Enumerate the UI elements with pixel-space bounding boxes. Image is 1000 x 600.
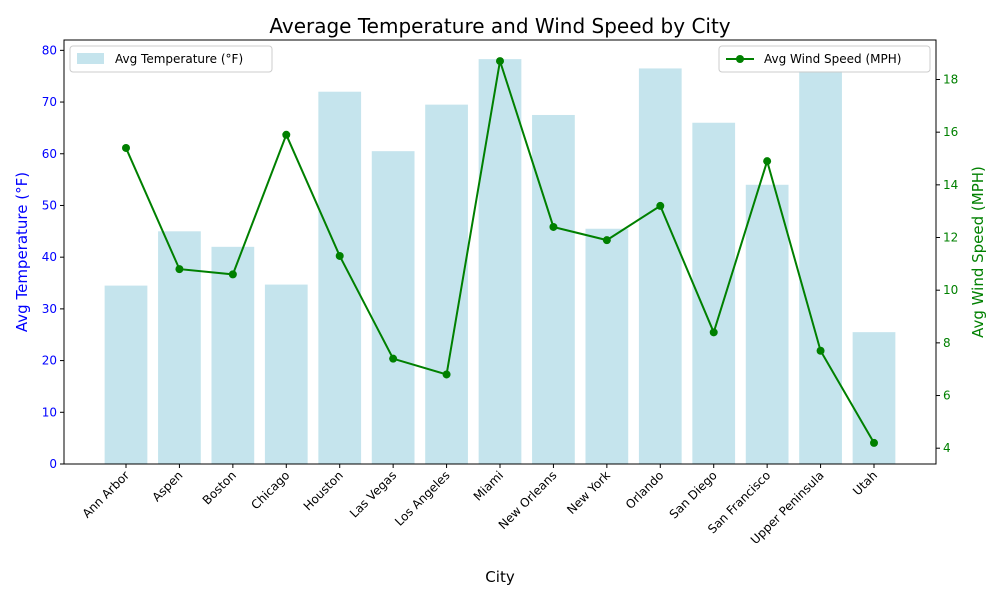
temperature-bar <box>371 151 415 465</box>
left-y-axis: 0 10 20 30 40 50 60 70 80 <box>42 43 64 471</box>
x-tick-label: Las Vegas <box>347 468 399 520</box>
right-y-tick-label: 12 <box>943 231 958 245</box>
wind-speed-point <box>282 130 291 139</box>
temperature-bar <box>638 68 682 464</box>
temperature-bars <box>104 59 896 465</box>
x-tick-label: Orlando <box>623 468 667 512</box>
wind-speed-point <box>656 201 665 210</box>
legend-temperature: Avg Temperature (°F) <box>69 45 273 73</box>
left-y-tick-label: 80 <box>42 43 57 57</box>
temperature-bar <box>264 284 308 464</box>
wind-speed-point <box>496 57 504 66</box>
wind-speed-point <box>870 438 878 447</box>
right-y-tick-label: 14 <box>943 178 958 192</box>
right-y-axis: 4 6 8 10 12 14 16 18 <box>936 73 958 455</box>
x-tick-label: Houston <box>301 468 346 513</box>
temperature-bar <box>211 246 255 464</box>
left-y-tick-label: 60 <box>42 147 57 161</box>
left-y-tick-label: 30 <box>42 302 57 316</box>
x-tick-label: Los Angeles <box>392 468 453 529</box>
x-tick-label: Ann Arbor <box>80 468 133 521</box>
legend-box <box>718 45 931 73</box>
right-y-axis-label: Avg Wind Speed (MPH) <box>969 166 987 338</box>
left-y-axis-label: Avg Temperature (°F) <box>13 172 31 332</box>
legend-label-wind-speed: Avg Wind Speed (MPH) <box>764 52 901 66</box>
chart-title: Average Temperature and Wind Speed by Ci… <box>269 14 730 38</box>
wind-speed-point <box>335 251 344 260</box>
right-y-tick-label: 10 <box>943 283 958 297</box>
left-y-tick-label: 0 <box>49 457 57 471</box>
x-tick-label: San Diego <box>667 468 720 521</box>
wind-speed-point <box>175 265 184 274</box>
temperature-bar <box>104 285 148 464</box>
left-y-tick-label: 20 <box>42 354 57 368</box>
wind-speed-line <box>122 57 878 447</box>
wind-speed-point <box>763 157 772 166</box>
wind-speed-point <box>709 328 718 337</box>
x-axis: Ann Arbor Aspen Boston Chicago Houston Las Ve… <box>80 464 880 547</box>
x-tick-label: Miami <box>471 468 506 503</box>
x-tick-label: Utah <box>850 468 880 498</box>
temperature-bar <box>318 91 362 465</box>
right-y-tick-label: 18 <box>943 73 958 87</box>
wind-speed-point <box>389 354 398 363</box>
x-tick-label: Boston <box>200 468 239 507</box>
temperature-bar <box>585 228 629 464</box>
legend-box <box>69 45 273 73</box>
temperature-bar <box>425 104 468 464</box>
temperature-bar <box>692 122 736 465</box>
left-y-tick-label: 50 <box>42 198 57 212</box>
temperature-bar <box>478 59 522 464</box>
wind-speed-point <box>549 222 558 231</box>
right-y-tick-label: 4 <box>943 441 951 455</box>
wind-speed-point <box>602 236 611 245</box>
right-y-tick-label: 6 <box>943 389 951 403</box>
wind-speed-point <box>816 346 825 355</box>
wind-speed-point <box>122 143 130 152</box>
legend-swatch-temperature <box>77 53 104 64</box>
legend-swatch-wind-marker <box>736 55 744 63</box>
x-tick-label: Chicago <box>248 468 292 512</box>
wind-speed-point <box>442 370 451 379</box>
temperature-bar <box>532 114 575 464</box>
left-y-tick-label: 40 <box>42 250 57 264</box>
legend-wind-speed: Avg Wind Speed (MPH) <box>718 45 931 73</box>
wind-speed-point <box>228 270 237 279</box>
x-tick-label: Aspen <box>149 468 185 504</box>
right-y-tick-label: 8 <box>943 336 951 350</box>
left-y-tick-label: 10 <box>42 405 57 419</box>
x-axis-label: City <box>485 568 515 586</box>
temperature-bar <box>799 71 842 465</box>
temperature-bar <box>745 184 789 464</box>
left-y-tick-label: 70 <box>42 95 57 109</box>
legend-label-temperature: Avg Temperature (°F) <box>115 52 243 66</box>
right-y-tick-label: 16 <box>943 125 958 139</box>
x-tick-label: New York <box>564 468 613 517</box>
